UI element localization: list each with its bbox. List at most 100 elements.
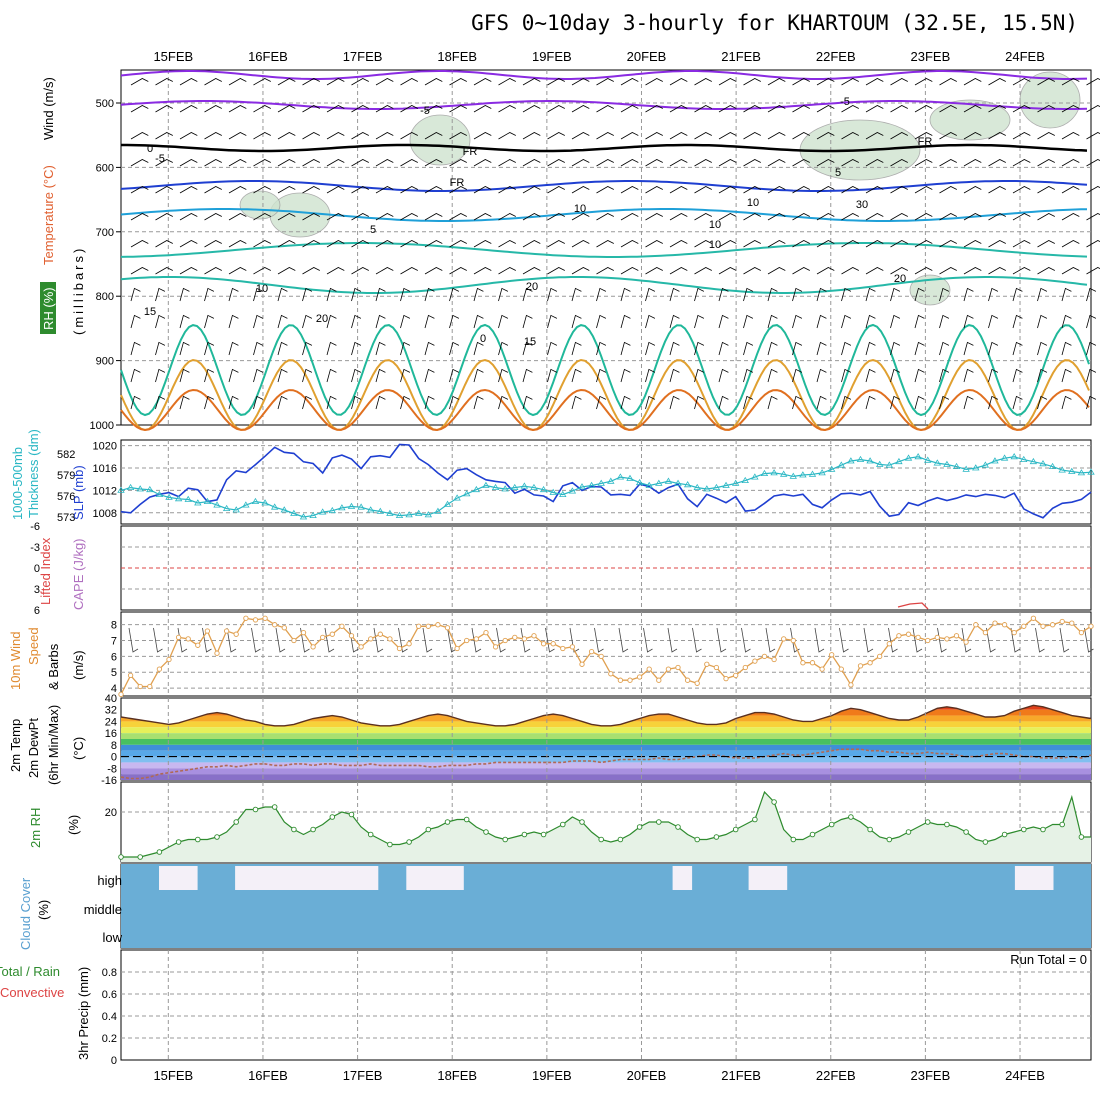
wind-barb [522, 78, 541, 86]
thickness-point [559, 490, 567, 498]
wind10m-point [444, 625, 451, 631]
wind-barb [792, 105, 810, 113]
rh2m-point [771, 799, 777, 805]
wind10m-point [953, 633, 960, 639]
rh2m-units-label: (%) [66, 815, 81, 835]
wind-barb [424, 314, 435, 329]
wind-barb [694, 240, 712, 248]
rh2m-point [406, 839, 412, 845]
wind-barb [816, 267, 835, 275]
wind-barb [253, 132, 271, 140]
date-label-top: 21FEB [721, 49, 761, 64]
wind-barb [1061, 341, 1072, 356]
temp2m-units-label: (°C) [71, 737, 86, 760]
rh2m-point [944, 821, 950, 828]
isotherm-label: 15 [524, 336, 536, 348]
wind-barb [914, 159, 933, 167]
wind10m-barb [863, 627, 874, 653]
wind-barb [498, 159, 516, 167]
wind-barb [473, 159, 492, 167]
wind-barb [939, 213, 957, 221]
wind-barb [449, 132, 467, 140]
wind-barb [1012, 186, 1031, 194]
thickness-tick-label: 579 [57, 470, 75, 482]
rh2m-point [137, 854, 143, 860]
thickness-point [808, 470, 817, 477]
cape-grid [121, 526, 1091, 610]
wind10m-point [1049, 622, 1056, 628]
wind-barb [522, 267, 541, 275]
upper-axis-labels: Temperature (°C) Wind (m/s) RH (%) (mill… [40, 77, 86, 335]
wind10m-point [617, 677, 624, 683]
wind10m-point [915, 634, 921, 641]
wind-barb [988, 186, 1006, 194]
cloud-gap-bar [777, 866, 788, 890]
isotherm-line [120, 388, 1090, 432]
wind-barb [547, 341, 558, 356]
isotherm-label: 15 [144, 306, 156, 318]
wind10m-point [857, 663, 864, 669]
wind-barb [547, 395, 558, 410]
rh2m-axis-label: 2m RH [28, 808, 43, 848]
thickness-point [895, 457, 903, 465]
lifted-index-trace [897, 602, 929, 610]
wind-barb [914, 105, 933, 113]
wind10m-barb [986, 627, 996, 653]
wind10m-point [636, 674, 643, 680]
wind-barb [498, 267, 516, 275]
wind10m-point [204, 628, 211, 634]
wind-barb [130, 395, 141, 410]
wind-barb [669, 240, 688, 248]
rh2m-point [1040, 826, 1046, 833]
wind-barb [596, 186, 614, 194]
wind-barb [351, 287, 362, 302]
wind-barb [1086, 132, 1100, 140]
isotherm-line [120, 70, 1088, 80]
wind-barb [204, 159, 222, 167]
thickness-point [981, 461, 990, 468]
date-label-top: 23FEB [911, 49, 951, 64]
wind-barb [669, 159, 688, 167]
wind-barb [645, 105, 663, 113]
wind-barb [179, 78, 198, 86]
wind-barb [939, 132, 957, 140]
wind10m-barb [251, 627, 261, 653]
wind-barb [914, 267, 933, 275]
rh2m-point [175, 839, 182, 845]
thickness-point [991, 457, 999, 464]
rh2m-point [694, 836, 700, 843]
wind-barb [155, 132, 173, 140]
wind-barb [694, 395, 705, 410]
wind-barb [326, 213, 345, 221]
wind10m-barb [128, 627, 139, 653]
thickness-point [117, 486, 125, 493]
wind-barb [718, 287, 729, 302]
wind-barb [963, 341, 974, 356]
thickness-point [837, 461, 846, 468]
wind-barb [228, 105, 247, 113]
thickness-point [741, 476, 749, 484]
wind-barb [743, 314, 754, 329]
wind-barb [988, 341, 999, 356]
wind-barb [302, 314, 313, 329]
rh2m-point [463, 816, 470, 823]
wind10m-point [934, 634, 940, 641]
wind-barb [277, 105, 296, 113]
date-label-top: 15FEB [153, 49, 193, 64]
wind-barb [596, 287, 607, 302]
wind10m-point [348, 633, 355, 639]
wind-barb [326, 314, 337, 329]
rh2m-point [367, 831, 374, 838]
thickness-point [972, 464, 980, 471]
wind10m-point [368, 636, 374, 642]
wind10m-point [963, 639, 969, 645]
wind-tick-label: 7 [111, 636, 117, 648]
thickness-point [174, 495, 183, 502]
wind-barb [449, 341, 460, 356]
wind-barb [155, 213, 173, 221]
wind10m-point [291, 637, 297, 644]
wind-barb [596, 267, 614, 275]
isotherm-line [120, 100, 1088, 110]
wind-barb [890, 78, 908, 86]
wind-barb [694, 159, 712, 167]
